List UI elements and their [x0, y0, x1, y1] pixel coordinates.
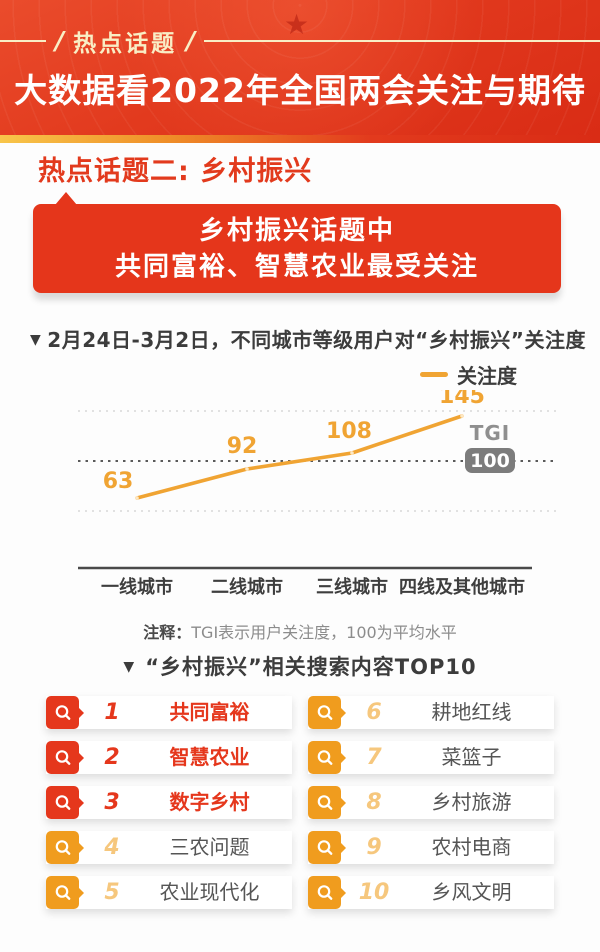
header-banner: ★ / 热点话题 / 大数据看2022年全国两会关注与期待 [0, 0, 600, 135]
tag-line-right [204, 40, 600, 42]
search-icon [308, 831, 341, 864]
rank-number: 7 [366, 745, 382, 770]
search-rank-item: 8 乡村旅游 [308, 786, 554, 819]
search-rank-item: 4 三农问题 [46, 831, 292, 864]
svg-text:100: 100 [470, 450, 510, 472]
svg-text:92: 92 [227, 434, 258, 459]
search-icon [46, 741, 79, 774]
chart-legend: 关注度 [420, 360, 517, 389]
search-icon [308, 786, 341, 819]
svg-text:三线城市: 三线城市 [316, 576, 388, 598]
svg-text:四线及其他城市: 四线及其他城市 [399, 576, 525, 598]
chart-note: 注释：TGI表示用户关注度，100为平均水平 [0, 619, 600, 643]
svg-text:108: 108 [326, 419, 372, 444]
search-icon [46, 876, 79, 909]
search-icon [46, 696, 79, 729]
rank-label: 农村电商 [431, 835, 512, 859]
page-title: 大数据看2022年全国两会关注与期待 [14, 71, 586, 110]
search-rank-item: 10 乡风文明 [308, 876, 554, 909]
header-gradient-strip [0, 135, 600, 143]
search-icon [308, 876, 341, 909]
svg-text:145: 145 [439, 390, 485, 409]
chart-title-text: 2月24日-3月2日，不同城市等级用户对“乡村振兴”关注度 [47, 328, 586, 352]
triangle-down-icon: ▼ [123, 659, 136, 675]
slash-icon: / [55, 26, 65, 55]
note-text: TGI表示用户关注度，100为平均水平 [191, 623, 457, 642]
svg-text:TGI: TGI [470, 421, 511, 445]
search-rank-item: 2 智慧农业 [46, 741, 292, 774]
callout-bubble: 乡村振兴话题中 共同富裕、智慧农业最受关注 [33, 192, 561, 293]
search-icon [46, 786, 79, 819]
rank-label: 耕地红线 [431, 700, 512, 724]
top10-list: 1 共同富裕 2 智慧农业 3 数字乡村 [46, 696, 554, 909]
rank-label: 菜篮子 [441, 745, 502, 769]
legend-line-swatch [420, 372, 448, 377]
rank-label: 农业现代化 [159, 880, 260, 904]
triangle-down-icon: ▼ [30, 332, 42, 348]
header-tag-label: 热点话题 [73, 31, 178, 57]
rank-number: 2 [104, 745, 120, 770]
search-icon [46, 831, 79, 864]
rank-number: 3 [104, 790, 120, 815]
rank-number: 8 [366, 790, 382, 815]
svg-text:二线城市: 二线城市 [211, 576, 283, 598]
star-icon: ★ [284, 8, 310, 41]
search-rank-item: 1 共同富裕 [46, 696, 292, 729]
search-icon [308, 696, 341, 729]
search-rank-item: 6 耕地红线 [308, 696, 554, 729]
header-tag-row: / 热点话题 / [0, 26, 600, 57]
search-icon [308, 741, 341, 774]
rank-number: 9 [366, 835, 382, 860]
legend-label: 关注度 [457, 364, 517, 388]
rank-number: 6 [366, 700, 382, 725]
top10-title-text: “乡村振兴”相关搜索内容TOP10 [145, 655, 477, 679]
rank-number: 4 [104, 835, 120, 860]
tag-line-left [0, 40, 46, 42]
svg-text:一线城市: 一线城市 [101, 576, 173, 598]
tgi-line-chart: 63 92 108 145 TGI 100 一线城市 二线城市 三线城市 四线及其他城市 [78, 390, 560, 598]
section-heading: 热点话题二: 乡村振兴 [38, 156, 313, 187]
rank-label: 乡风文明 [431, 880, 512, 904]
search-rank-item: 9 农村电商 [308, 831, 554, 864]
rank-number: 10 [358, 880, 390, 905]
search-rank-item: 5 农业现代化 [46, 876, 292, 909]
rank-number: 1 [104, 700, 120, 725]
rank-number: 5 [104, 880, 120, 905]
callout-line2: 共同富裕、智慧农业最受关注 [114, 251, 479, 282]
rank-label: 共同富裕 [169, 700, 250, 724]
rank-label: 三农问题 [169, 835, 250, 859]
slash-icon: / [186, 26, 196, 55]
top10-title: ▼ “乡村振兴”相关搜索内容TOP10 [0, 651, 600, 681]
note-label: 注释： [143, 623, 192, 642]
rank-label: 智慧农业 [169, 745, 250, 769]
search-rank-item: 7 菜篮子 [308, 741, 554, 774]
search-rank-item: 3 数字乡村 [46, 786, 292, 819]
callout-line1: 乡村振兴话题中 [198, 215, 395, 246]
svg-text:63: 63 [103, 469, 134, 494]
rank-label: 数字乡村 [169, 790, 250, 814]
rank-label: 乡村旅游 [431, 790, 512, 814]
chart-title: ▼ 2月24日-3月2日，不同城市等级用户对“乡村振兴”关注度 [30, 324, 590, 353]
